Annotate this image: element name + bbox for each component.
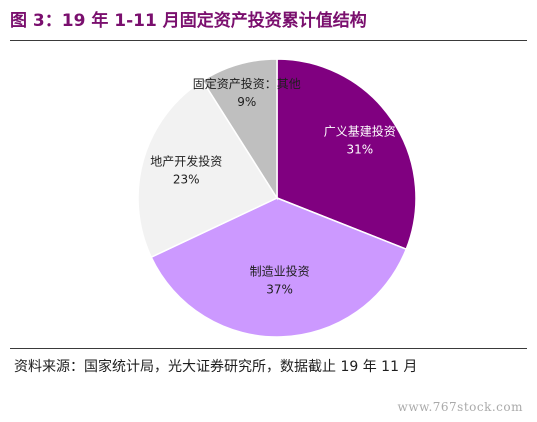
slice-label: 制造业投资 <box>250 263 310 278</box>
pie-slice <box>201 58 278 201</box>
pie-slice <box>150 197 408 338</box>
watermark: www.767stock.com <box>397 400 523 414</box>
pie-slices <box>137 58 417 338</box>
pie-slice <box>276 58 417 251</box>
source-note: 资料来源：国家统计局，光大证券研究所，数据截止 19 年 11 月 <box>14 359 418 375</box>
slice-value-label: 37% <box>266 282 293 296</box>
title-divider <box>10 40 527 41</box>
slice-value-label: 9% <box>237 95 256 109</box>
source-divider <box>10 348 527 349</box>
figure-title: 图 3：19 年 1-11 月固定资产投资累计值结构 <box>10 11 367 31</box>
pie-labels: 广义基建投资 31% 制造业投资 37% 地产开发投资 23% 固定资产投资：其他 9% <box>150 76 396 296</box>
slice-value-label: 23% <box>173 173 200 187</box>
slice-label: 地产开发投资 <box>150 154 222 169</box>
slice-label: 固定资产投资：其他 <box>193 76 301 91</box>
pie-slice <box>137 79 279 259</box>
slice-label: 广义基建投资 <box>324 124 396 139</box>
slice-value-label: 31% <box>346 143 373 157</box>
